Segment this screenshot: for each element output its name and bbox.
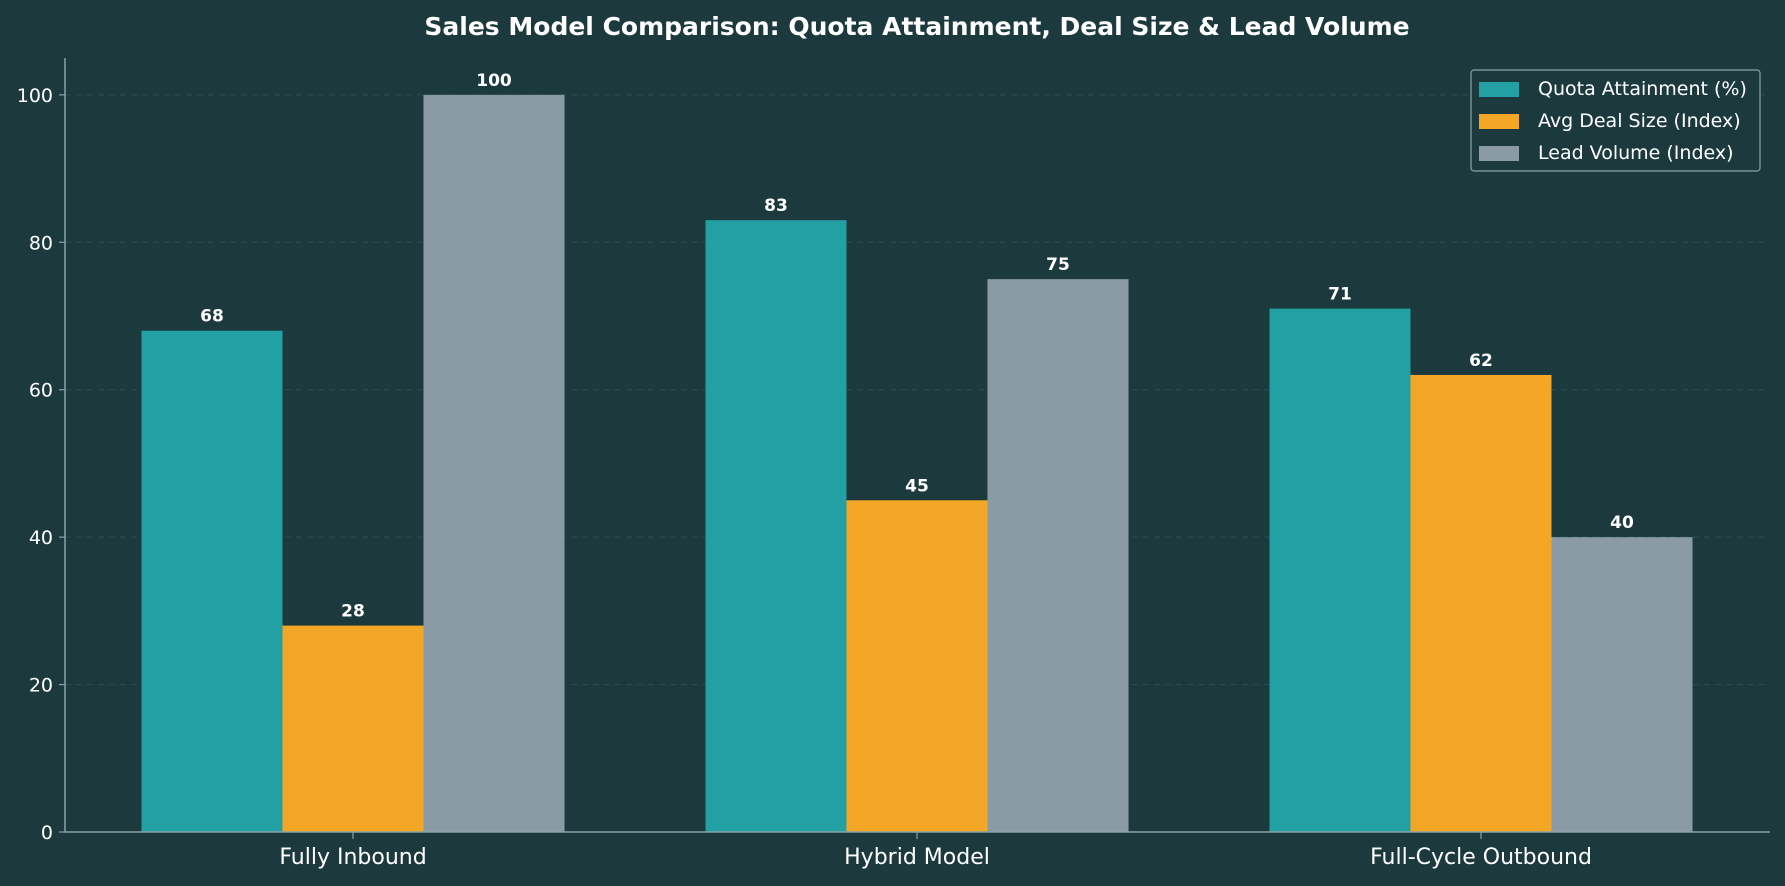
y-tick-label: 20 [29, 675, 53, 697]
y-tick-label: 40 [29, 527, 53, 549]
data-label: 62 [1469, 351, 1493, 371]
data-label: 100 [476, 71, 512, 91]
legend-label: Lead Volume (Index) [1538, 142, 1734, 164]
y-tick-label: 80 [29, 232, 53, 254]
legend-label: Quota Attainment (%) [1538, 78, 1747, 100]
data-label: 45 [905, 476, 929, 496]
bar [705, 220, 847, 832]
bar [141, 330, 283, 832]
bar [1410, 374, 1552, 832]
bars [141, 94, 1693, 833]
bar [1269, 308, 1411, 833]
legend-label: Avg Deal Size (Index) [1538, 110, 1741, 132]
legend-swatch [1479, 114, 1519, 129]
bar [987, 279, 1129, 833]
axes: 0 20 40 60 80 100 Fully Inbound Hybrid Model Ful… [17, 58, 1770, 870]
legend-swatch [1479, 146, 1519, 161]
x-tick-label: Fully Inbound [279, 845, 426, 870]
legend-box [1470, 69, 1761, 172]
bar [423, 94, 565, 833]
data-label: 83 [764, 196, 788, 216]
bar [1551, 537, 1693, 832]
data-label: 75 [1046, 255, 1070, 275]
bar [282, 625, 424, 832]
chart-title: Sales Model Comparison: Quota Attainment… [424, 12, 1409, 41]
y-tick-label: 100 [17, 85, 53, 107]
data-label: 71 [1328, 285, 1352, 305]
legend: Quota Attainment (%) Avg Deal Size (Index… [1470, 69, 1761, 172]
y-tick-label: 0 [41, 822, 53, 844]
data-labels: 68 28 100 83 45 75 71 62 40 [200, 71, 1634, 622]
data-label: 40 [1610, 513, 1634, 533]
data-label: 28 [341, 602, 365, 622]
legend-swatch [1479, 82, 1519, 97]
y-tick-label: 60 [29, 380, 53, 402]
data-label: 68 [200, 307, 224, 327]
x-tick-label: Hybrid Model [844, 845, 990, 870]
x-tick-label: Full-Cycle Outbound [1370, 845, 1592, 870]
bar [846, 500, 988, 832]
